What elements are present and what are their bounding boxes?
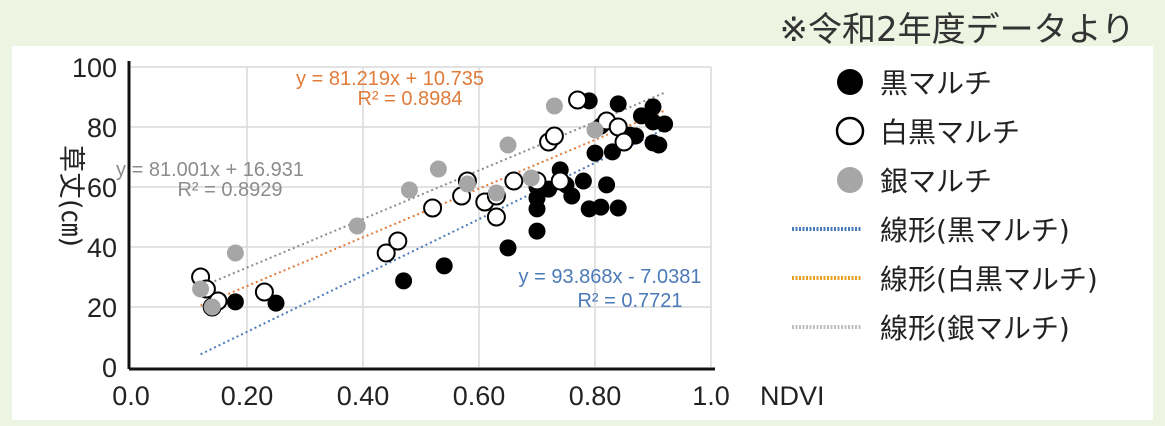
data-point	[528, 222, 546, 240]
trendline-r2: R² = 0.8984	[357, 88, 462, 110]
x-tick-label: 1.0	[692, 381, 730, 411]
x-tick-label: 0.0	[112, 381, 150, 411]
data-point	[563, 187, 581, 205]
legend-marker	[837, 69, 863, 95]
legend-label: 線形(白黒マルチ)	[880, 263, 1098, 296]
y-tick-label: 40	[87, 233, 117, 263]
legend-marker	[835, 116, 865, 146]
y-tick-label: 20	[87, 293, 117, 323]
chart-panel	[12, 46, 1153, 420]
trendline	[200, 128, 666, 356]
data-point	[348, 217, 366, 235]
data-point	[499, 239, 517, 257]
data-point	[545, 97, 563, 115]
x-tick-label: 0.40	[337, 381, 390, 411]
data-point	[388, 231, 408, 251]
data-point	[574, 172, 592, 190]
data-point	[592, 198, 610, 216]
trendline-r2: R² = 0.8929	[177, 179, 282, 201]
data-point	[267, 294, 285, 312]
x-tick-label: 0.80	[569, 381, 622, 411]
data-point	[644, 98, 662, 116]
data-point	[458, 175, 476, 193]
legend-label: 白黒マルチ	[880, 116, 1020, 149]
data-point	[528, 189, 546, 207]
y-tick-label: 0	[102, 353, 117, 383]
x-tick-label: 0.20	[221, 381, 274, 411]
legend-label: 線形(黒マルチ)	[880, 214, 1070, 247]
x-axis-label: NDVI	[760, 381, 825, 411]
data-point	[568, 90, 588, 110]
trendline-r2: R² = 0.7721	[577, 290, 682, 312]
data-point	[550, 171, 570, 191]
data-point	[226, 293, 244, 311]
data-point	[395, 272, 413, 290]
trendline	[200, 91, 665, 288]
data-point	[609, 95, 627, 113]
data-point	[435, 257, 453, 275]
legend-marker	[837, 167, 863, 193]
trendline-equation: y = 81.001x + 16.931	[116, 159, 304, 181]
y-axis-label: 草丈(㎝)	[55, 145, 86, 247]
legend-label: 銀マルチ	[880, 165, 992, 198]
data-point	[487, 184, 505, 202]
data-point	[522, 169, 540, 187]
data-point	[586, 121, 604, 139]
trendline-equation: y = 93.868x - 7.0381	[519, 266, 702, 288]
data-point	[254, 282, 274, 302]
data-point	[644, 113, 662, 131]
data-point	[609, 199, 627, 217]
trendline-equation: y = 81.219x + 10.735	[296, 68, 484, 90]
y-tick-label: 100	[72, 53, 117, 83]
data-point	[650, 136, 668, 154]
data-source-note: ※令和2年度データより	[779, 10, 1135, 50]
y-tick-label: 80	[87, 113, 117, 143]
x-tick-label: 0.60	[453, 381, 506, 411]
data-point	[203, 298, 221, 316]
legend-label: 黒マルチ	[880, 67, 992, 100]
data-point	[429, 160, 447, 178]
data-point	[598, 176, 616, 194]
data-point	[614, 132, 634, 152]
data-point	[486, 207, 506, 227]
data-point	[226, 244, 244, 262]
y-tick-label: 60	[87, 173, 117, 203]
data-point	[504, 171, 524, 191]
data-point	[586, 144, 604, 162]
data-point	[400, 181, 418, 199]
data-point	[544, 126, 564, 146]
data-point	[192, 280, 210, 298]
data-point	[376, 243, 396, 263]
legend-label: 線形(銀マルチ)	[880, 312, 1070, 345]
data-point	[423, 198, 443, 218]
data-point	[499, 136, 517, 154]
